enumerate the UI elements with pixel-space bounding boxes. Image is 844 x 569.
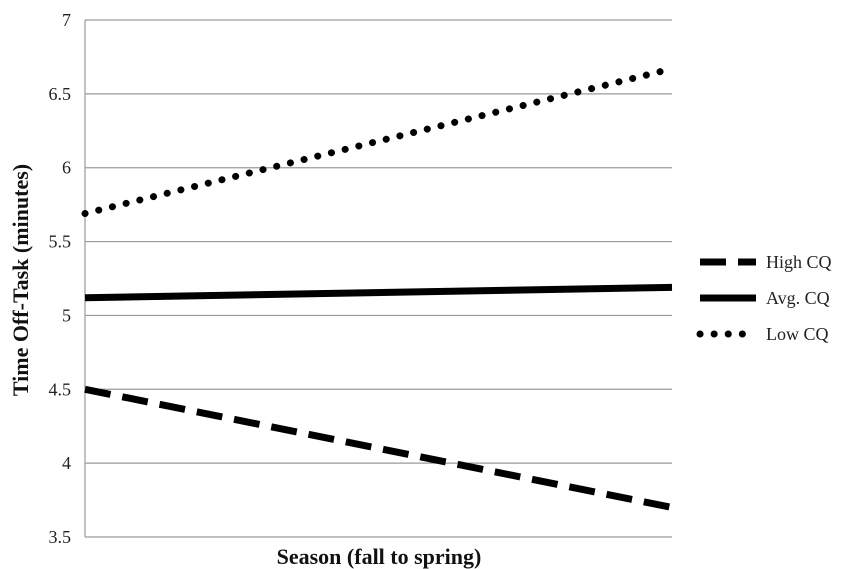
y-tick-labels: 3.5 4 4.5 5 5.5 6 6.5 7 (49, 10, 72, 547)
series-line-avg-cq (84, 283, 673, 302)
legend-label: Avg. CQ (766, 288, 830, 308)
legend: High CQ Avg. CQ Low CQ (696, 252, 832, 344)
y-axis-title: Time Off-Task (minutes) (8, 164, 33, 396)
y-tick-label: 5 (62, 305, 71, 325)
legend-label: High CQ (766, 252, 832, 272)
series-line-high-cq (84, 385, 673, 511)
series-line-low-cq (81, 65, 676, 218)
y-tick-label: 6 (62, 158, 71, 178)
y-tick-label: 4.5 (49, 379, 72, 399)
legend-label: Low CQ (766, 324, 829, 344)
y-tick-label: 3.5 (49, 527, 72, 547)
y-tick-label: 4 (62, 453, 71, 473)
y-tick-label: 5.5 (49, 232, 72, 252)
y-tick-label: 7 (62, 10, 71, 30)
gridlines (85, 19, 672, 538)
x-axis-title: Season (fall to spring) (277, 544, 482, 569)
y-tick-label: 6.5 (49, 84, 72, 104)
series-lines (81, 65, 676, 511)
